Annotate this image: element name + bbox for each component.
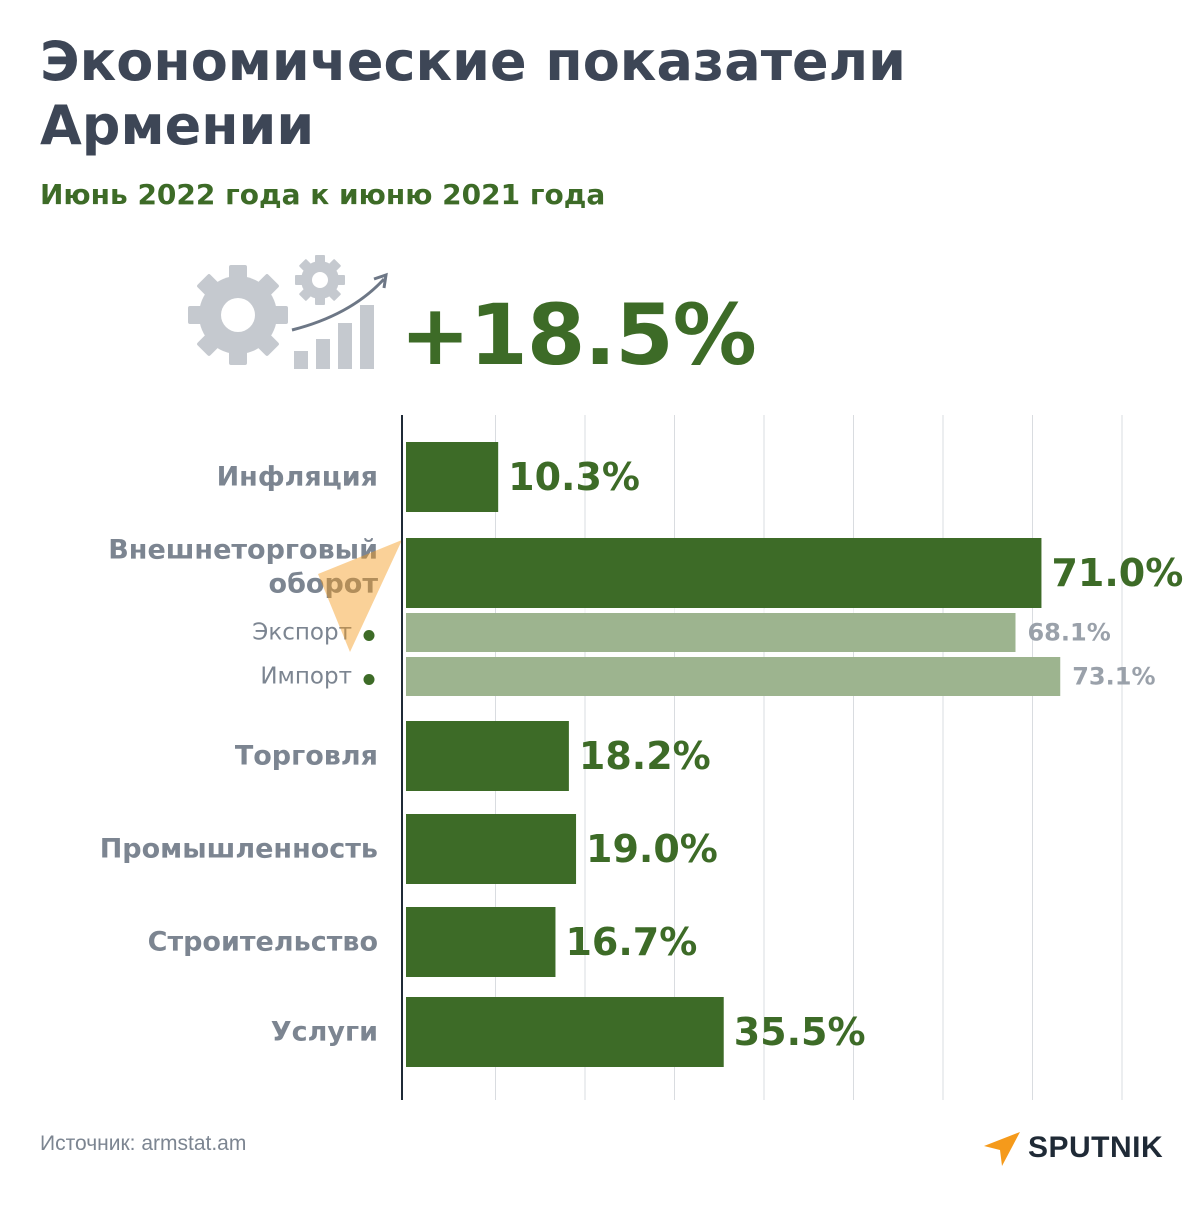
bar-value-label: 19.0% [586,827,718,871]
category-label: Строительство [148,927,378,958]
category-label: Промышленность [100,834,378,865]
title-text: Экономические показатели Армении [40,30,907,157]
bar [406,721,569,791]
bar [406,814,577,884]
bar-value-label: 16.7% [565,920,697,964]
category-label: Услуги [271,1017,378,1048]
sputnik-logo: SPUTNIK [982,1128,1163,1168]
category-label: оборот [269,569,379,600]
bar [406,613,1016,652]
gears-growth-chart-icon [186,255,391,377]
bar-value-label: 73.1% [1072,663,1155,691]
sputnik-logo-icon [984,1132,1020,1166]
logo-text: SPUTNIK [1028,1131,1164,1164]
watermark-accent [318,540,402,652]
bar [406,907,556,977]
bar-value-label: 10.3% [508,455,640,499]
category-label: Инфляция [217,462,378,493]
bar-value-label: 68.1% [1027,619,1110,647]
category-label: Торговля [235,741,378,772]
source-note: Источник: armstat.am [40,1132,247,1155]
bar-value-label: 71.0% [1051,551,1183,595]
category-label: Экспорт [252,620,352,646]
category-label: Внешнеторговый [108,535,378,566]
bar [406,442,499,512]
legend-dot [363,630,375,641]
bar [406,997,724,1067]
headline-value: +18.5% [400,286,757,384]
page-subtitle: Июнь 2022 года к июню 2021 года [40,178,606,211]
page-title: Экономические показатели Армении [40,30,1140,158]
bar-value-label: 18.2% [579,734,711,778]
bar [406,538,1042,608]
category-label: Импорт [260,664,352,690]
legend-dot [363,674,375,685]
bar [406,657,1061,696]
bar-value-label: 35.5% [734,1010,866,1054]
